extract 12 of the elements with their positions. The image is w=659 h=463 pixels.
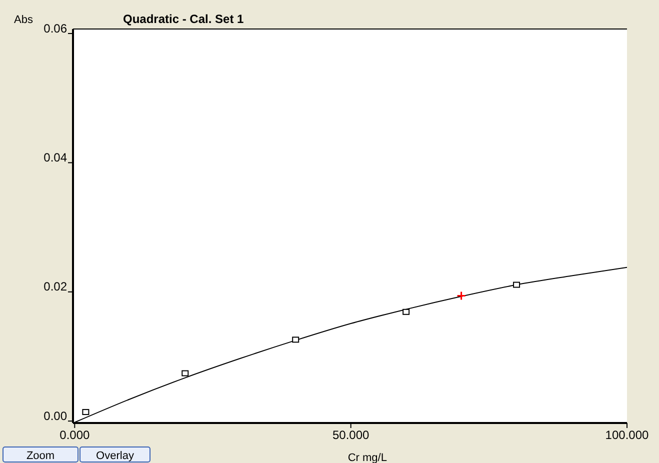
y-tick-label: 0.06	[44, 21, 68, 36]
chart-title: Quadratic - Cal. Set 1	[123, 12, 244, 26]
x-tick-label: 0.000	[60, 428, 90, 442]
y-tick-label: 0.04	[44, 150, 68, 164]
button: Zoom	[2, 446, 78, 462]
button: Overlay	[80, 446, 150, 462]
y-tick-label: 0.00	[44, 408, 68, 423]
y-tick-label: 0.02	[44, 280, 68, 294]
y-axis-title: Abs	[14, 14, 34, 26]
x-axis-title: Cr mg/L	[348, 452, 387, 463]
x-tick-label: 100.000	[605, 428, 650, 442]
x-tick-label: 50.000	[332, 428, 370, 442]
